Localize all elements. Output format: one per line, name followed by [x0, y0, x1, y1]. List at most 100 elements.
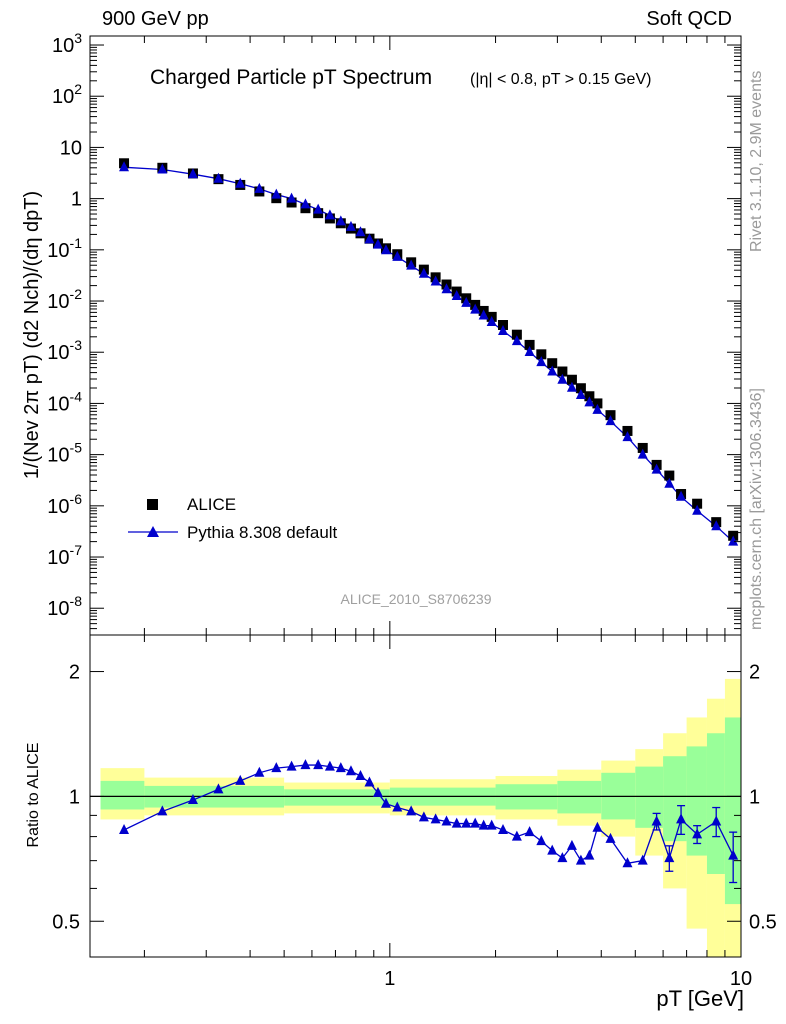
legend-marker-pythia — [147, 526, 159, 537]
axis-ticks — [90, 36, 742, 957]
ratio-point-5 — [254, 766, 265, 777]
pythia-point-43 — [692, 504, 703, 515]
ratio-point-19 — [418, 811, 429, 822]
ratio-point-13 — [355, 769, 366, 780]
ratio-point-34 — [575, 854, 586, 865]
ratio-point-22 — [451, 817, 462, 828]
ratio-point-12 — [345, 765, 356, 776]
pythia-point-0 — [119, 161, 130, 172]
ratio-point-15 — [372, 786, 383, 797]
pythia-point-45 — [728, 535, 739, 546]
alice-point-39 — [637, 442, 648, 453]
alice-point-41 — [664, 470, 675, 481]
ratio-point-36 — [592, 821, 603, 832]
pythia-point-29 — [524, 346, 535, 357]
ratio-point-30 — [536, 835, 547, 846]
pythia-point-31 — [547, 365, 558, 376]
ratio-point-40 — [651, 815, 662, 826]
pythia-point-27 — [497, 324, 508, 335]
ratio-point-41 — [664, 852, 675, 863]
y-tick-label-main-10: 102 — [52, 81, 82, 108]
ratio-point-0 — [119, 823, 130, 834]
legend-label-pythia: Pythia 8.308 default — [187, 523, 338, 542]
analysis-tag-text: ALICE_2010_S8706239 — [340, 591, 491, 607]
ratio-point-3 — [213, 783, 224, 794]
ratio-point-11 — [335, 762, 346, 773]
ratio-point-8 — [300, 759, 311, 770]
pythia-point-15 — [372, 238, 383, 249]
pythia-point-41 — [664, 477, 675, 488]
pythia-point-19 — [418, 267, 429, 278]
pythia-point-35 — [584, 396, 595, 407]
band-inner-0 — [100, 780, 145, 810]
ratio-point-21 — [441, 815, 452, 826]
header-category-label: Soft QCD — [646, 8, 732, 30]
pythia-point-8 — [300, 198, 311, 209]
ratio-point-42 — [676, 813, 687, 824]
y-tick-label-ratio-right-0: 0.5 — [749, 911, 777, 933]
y-tick-label-ratio-2: 2 — [69, 662, 80, 684]
ratio-point-1 — [157, 805, 168, 816]
alice-point-36 — [592, 398, 603, 409]
y-tick-label-main-4: 10-4 — [47, 388, 82, 415]
ratio-point-43 — [692, 828, 703, 839]
pythia-point-44 — [711, 520, 722, 531]
alice-point-35 — [584, 391, 595, 402]
data-markers — [119, 158, 739, 868]
y-tick-label-main-5: 10-3 — [47, 337, 82, 364]
ratio-point-10 — [324, 760, 335, 771]
pythia-point-6 — [271, 188, 282, 199]
y-tick-label-main-11: 103 — [52, 30, 82, 57]
pythia-point-11 — [335, 215, 346, 226]
ratio-point-16 — [380, 797, 391, 808]
chart-title-text: Charged Particle pT Spectrum — [150, 66, 432, 89]
alice-point-43 — [692, 498, 703, 509]
ratio-point-7 — [286, 760, 297, 771]
alice-point-38 — [622, 425, 633, 436]
ratio-point-38 — [622, 857, 633, 868]
pythia-point-40 — [651, 463, 662, 474]
ratio-point-45 — [728, 849, 739, 860]
alice-point-34 — [575, 383, 586, 394]
pythia-point-7 — [286, 192, 297, 203]
ratio-point-4 — [235, 774, 246, 785]
analysis-tag: ALICE_2010_S8706239 — [340, 591, 491, 607]
pythia-point-4 — [235, 177, 246, 188]
alice-point-31 — [547, 358, 558, 369]
pythia-point-14 — [364, 233, 375, 244]
band-inner-2 — [284, 789, 390, 806]
pythia-point-2 — [187, 168, 198, 179]
header-process-label: 900 GeV pp — [102, 8, 209, 30]
alice-point-30 — [536, 349, 547, 360]
ratio-point-6 — [271, 762, 282, 773]
ratio-point-32 — [557, 852, 568, 863]
alice-point-32 — [557, 366, 568, 377]
y-tick-label-ratio-0: 0.5 — [52, 911, 80, 933]
pythia-point-21 — [441, 283, 452, 294]
ratio-point-20 — [430, 813, 441, 824]
y-tick-label-ratio-right-1: 1 — [749, 786, 760, 808]
pythia-point-42 — [676, 490, 687, 501]
pythia-point-26 — [486, 315, 497, 326]
pythia-point-28 — [511, 335, 522, 346]
band-inner-10 — [706, 733, 725, 874]
band-inner-7 — [635, 766, 664, 828]
y-tick-label-main-6: 10-2 — [47, 286, 82, 313]
alice-point-28 — [511, 329, 522, 340]
alice-point-29 — [524, 339, 535, 350]
y-tick-label-main-7: 10-1 — [47, 235, 82, 262]
pythia-point-24 — [470, 303, 481, 314]
pythia-point-10 — [324, 209, 335, 220]
pythia-point-18 — [406, 259, 417, 270]
pythia-point-5 — [254, 182, 265, 193]
ratio-point-35 — [584, 849, 595, 860]
ratio-point-26 — [486, 819, 497, 830]
tick-labels: 1 1010-810-710-610-510-410-310-210-111010… — [47, 30, 777, 990]
y-tick-label-main-8: 1 — [71, 189, 82, 211]
y-tick-label-main-1: 10-7 — [47, 542, 82, 569]
pythia-point-17 — [392, 250, 403, 261]
ratio-point-27 — [497, 823, 508, 834]
y-tick-label-ratio-right-2: 2 — [749, 662, 760, 684]
pythia-point-9 — [313, 203, 324, 214]
y-axis-title-ratio-text: Ratio to ALICE — [25, 743, 42, 848]
